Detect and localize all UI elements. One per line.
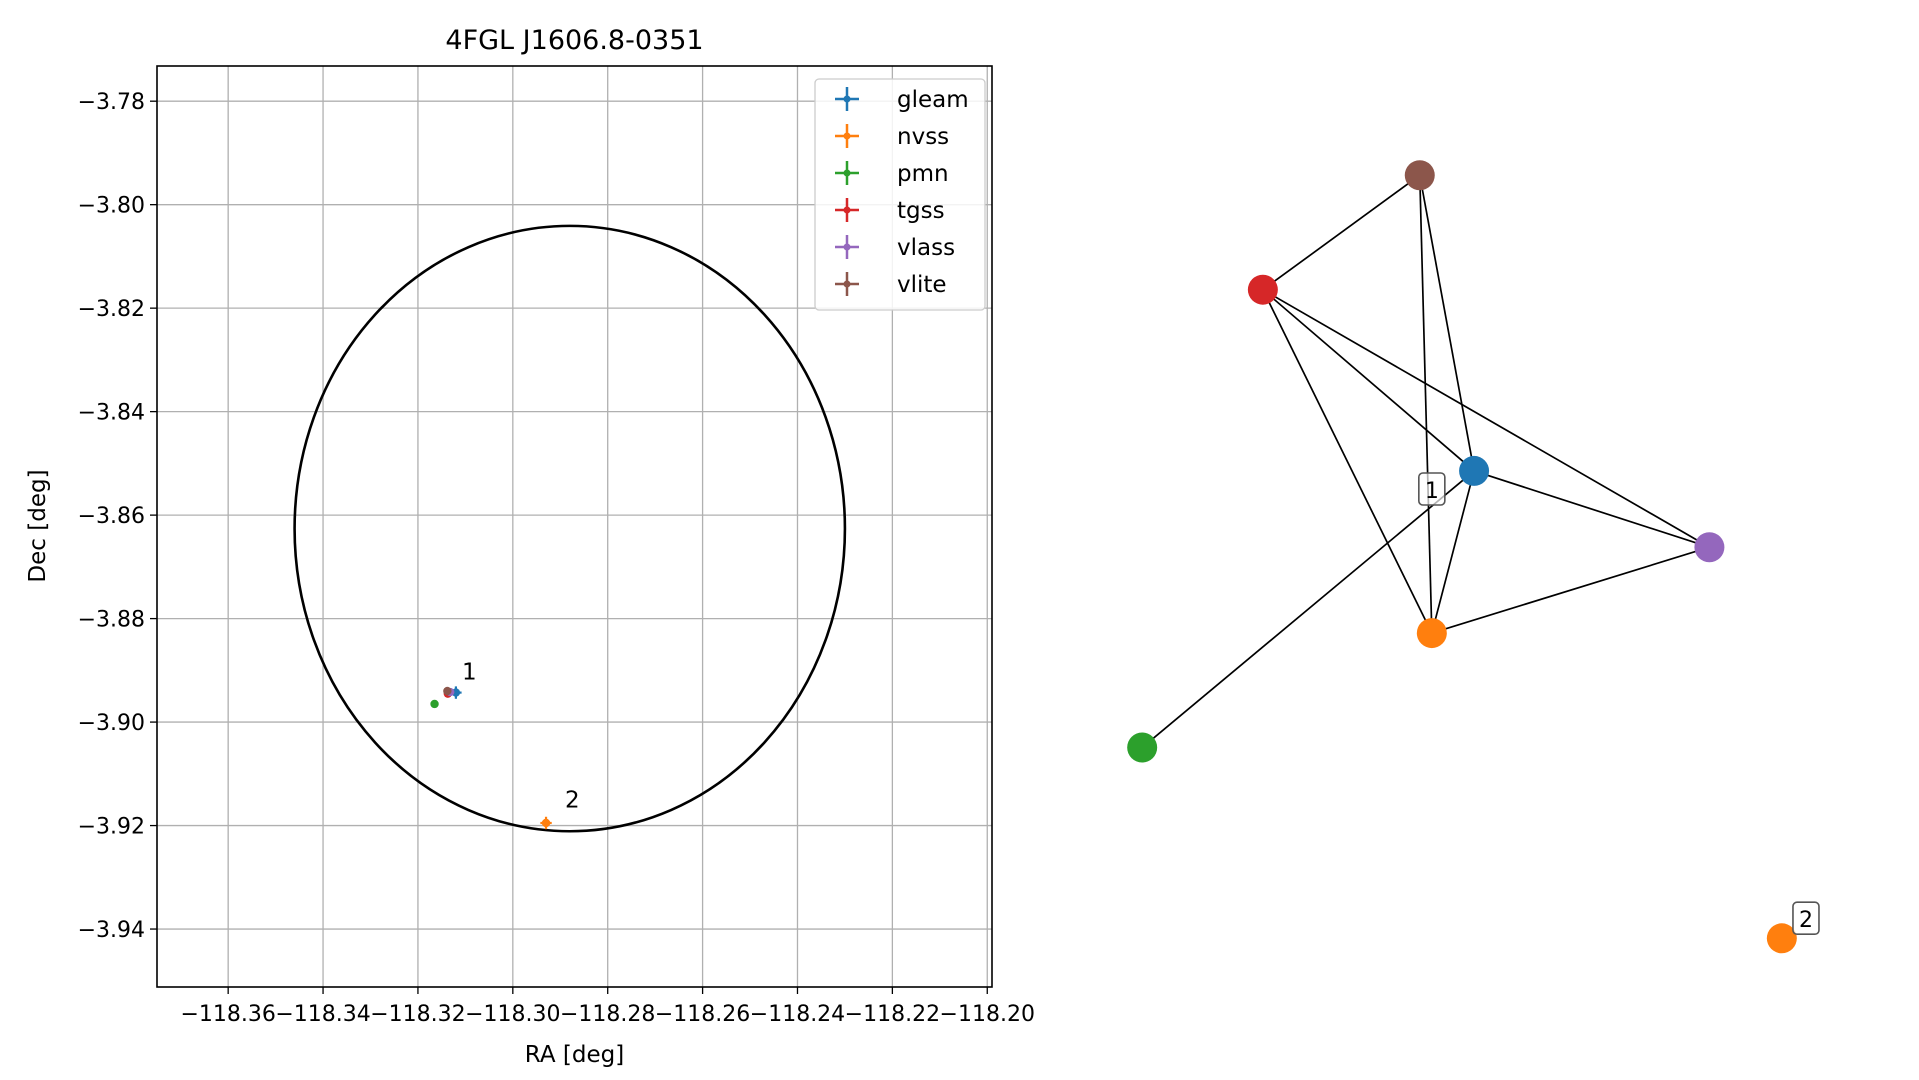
y-tick-label: −3.78: [78, 90, 145, 115]
x-tick-label: −118.30: [465, 1002, 560, 1027]
point-marker: [541, 818, 551, 828]
legend-entry-vlite: vlite: [835, 272, 947, 298]
legend-label: pmn: [897, 161, 949, 187]
node-nvss_2: [1766, 923, 1797, 954]
x-tick-label: −118.24: [750, 1002, 845, 1027]
point-marker: [443, 686, 452, 696]
x-tick-label: −118.22: [845, 1002, 940, 1027]
edge-tgss-vlass: [1262, 288, 1710, 548]
legend-entry-pmn: pmn: [835, 161, 949, 187]
point-nvss: [540, 816, 552, 830]
edge-gleam-vlass: [1473, 470, 1710, 549]
ticks: −118.36 −118.34 −118.32 −118.30 −118.28 −118.…: [78, 90, 1035, 1027]
x-tick-label: −118.26: [655, 1002, 750, 1027]
legend: gleam nvss pmn tgss vlass vlite: [814, 78, 986, 311]
component-label-text: 1: [1425, 479, 1439, 504]
edge-gleam-nvss: [1431, 470, 1475, 634]
component-label: 2: [1792, 901, 1820, 936]
node-nvss: [1416, 618, 1447, 649]
node-gleam: [1459, 455, 1490, 486]
annotation-layer: 12: [462, 660, 580, 814]
node-label-layer: 12: [1418, 472, 1820, 936]
chart-title: 4FGL J1606.8-0351: [445, 25, 703, 56]
node-pmn: [1127, 732, 1158, 763]
edge-tgss-nvss: [1262, 289, 1433, 634]
x-axis-label: RA [deg]: [525, 1042, 624, 1068]
point-marker: [430, 699, 439, 709]
point-annotation: 2: [565, 787, 580, 813]
axes-frame: [156, 65, 993, 988]
ellipse-layer: [293, 224, 847, 833]
y-tick-label: −3.80: [78, 194, 145, 219]
legend-label: nvss: [897, 124, 949, 150]
y-axis-label: Dec [deg]: [25, 469, 51, 582]
x-tick-label: −118.36: [180, 1002, 275, 1027]
y-tick-label: −3.94: [78, 918, 145, 943]
legend-swatch-dot: [843, 169, 851, 177]
legend-entry-vlass: vlass: [835, 235, 955, 261]
legend-label: vlass: [897, 235, 955, 261]
component-label-box: [1792, 901, 1820, 936]
point-pmn: [430, 699, 439, 709]
x-tick-label: −118.28: [560, 1002, 655, 1027]
component-label-box: [1418, 472, 1446, 506]
legend-entry-nvss: nvss: [835, 124, 949, 150]
edge-vlite-tgss: [1262, 174, 1421, 291]
legend-swatch-dot: [843, 132, 851, 140]
y-tick-label: −3.92: [78, 815, 145, 840]
legend-swatch-dot: [843, 243, 851, 251]
edge-nvss-vlass: [1431, 546, 1710, 634]
component-label-text: 2: [1799, 908, 1813, 933]
edge-layer: [1141, 174, 1710, 749]
node-tgss: [1247, 274, 1278, 305]
error-ellipse: [293, 224, 847, 833]
legend-swatch-dot: [843, 206, 851, 214]
edge-tgss-gleam: [1262, 289, 1475, 472]
edge-gleam-pmn: [1141, 470, 1475, 749]
node-vlite: [1404, 160, 1435, 191]
node-layer: [1127, 160, 1797, 954]
point-annotation: 1: [462, 660, 477, 686]
legend-label: gleam: [897, 87, 969, 113]
component-label: 1: [1418, 472, 1446, 506]
edge-vlite-nvss: [1418, 175, 1433, 634]
legend-label: vlite: [897, 272, 947, 298]
y-tick-label: −3.82: [78, 297, 145, 322]
legend-entry-tgss: tgss: [835, 198, 945, 224]
legend-entry-gleam: gleam: [835, 87, 969, 113]
network-panel: 12: [1127, 160, 1820, 954]
scatter-panel: 12 −118.36 −118.34 −118.32 −118.30 −118.28 −1…: [25, 25, 1035, 1068]
point-vlite: [443, 686, 452, 696]
legend-swatch-dot: [843, 280, 851, 288]
node-vlass: [1694, 532, 1725, 563]
legend-label: tgss: [897, 198, 945, 224]
legend-swatch-dot: [843, 95, 851, 103]
y-tick-label: −3.84: [78, 401, 145, 426]
edge-vlite-gleam: [1418, 175, 1475, 472]
x-tick-label: −118.20: [940, 1002, 1035, 1027]
x-tick-label: −118.34: [275, 1002, 370, 1027]
x-tick-label: −118.32: [370, 1002, 465, 1027]
points-layer: [430, 686, 552, 830]
y-tick-label: −3.90: [78, 711, 145, 736]
y-tick-label: −3.86: [78, 504, 145, 529]
y-tick-label: −3.88: [78, 608, 145, 633]
